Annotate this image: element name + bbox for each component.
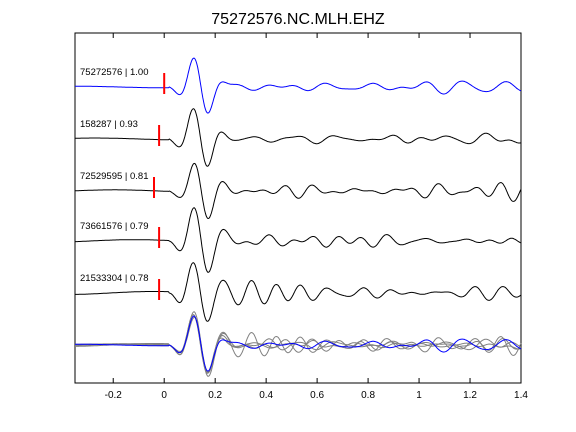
traces-group: 75272576 | 1.00 158287 | 0.93 72529595 | 0… [74,57,522,377]
x-tick-label: 0.6 [310,390,324,401]
waveform-trace [74,108,522,167]
x-tick-label: 1.2 [463,390,477,401]
overlay-reference-trace [75,315,522,372]
waveform-trace [75,57,522,114]
trace-label: 75272576 | 1.00 [80,67,149,78]
waveform-trace [74,207,522,273]
axes-frame [74,32,522,384]
x-tick-label: 1 [416,390,422,401]
waveform-trace [75,162,522,220]
x-tick-label: 0.4 [259,390,273,401]
x-tick-label: 1.4 [514,390,528,401]
waveform-trace [75,262,522,322]
x-axis: -0.2 0 0.2 0.4 0.6 0.8 1 1.2 1.4 [105,33,528,401]
trace-label: 158287 | 0.93 [80,119,138,130]
trace-label: 21533304 | 0.78 [80,273,149,284]
overlay-trace [75,316,522,374]
x-tick-label: -0.2 [105,390,123,401]
trace-label: 72529595 | 0.81 [80,171,149,182]
x-tick-label: 0.2 [208,390,222,401]
trace-label: 73661576 | 0.79 [80,221,149,232]
chart-title: 75272576.NC.MLH.EHZ [211,11,385,28]
x-tick-label: 0.8 [361,390,375,401]
x-tick-label: 0 [161,390,167,401]
